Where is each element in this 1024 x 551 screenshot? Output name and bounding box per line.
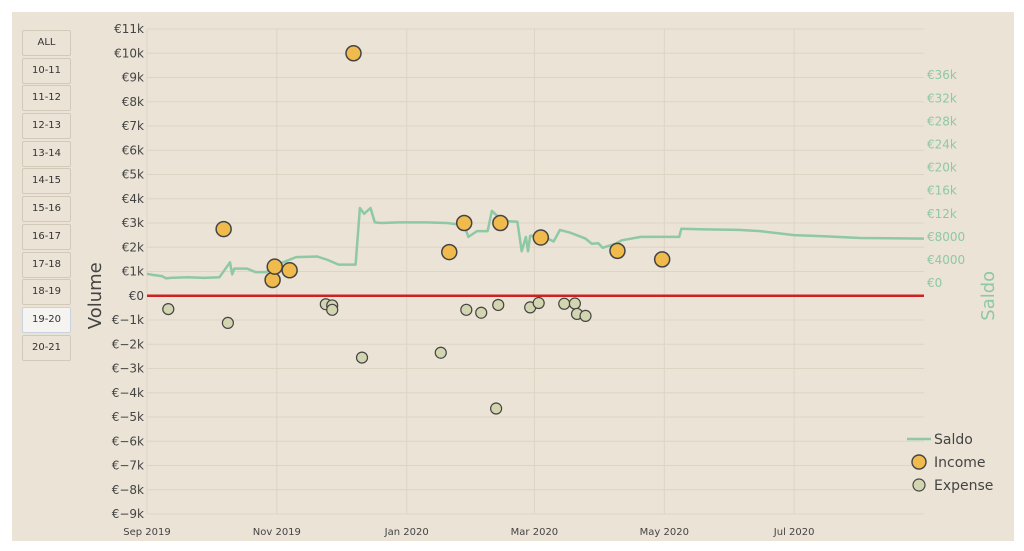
range-button-17-18[interactable]: 17-18	[22, 251, 71, 278]
y2-tick-label: €12k	[927, 207, 957, 221]
income-points	[215, 45, 671, 289]
y2-tick-label: €36k	[927, 68, 957, 82]
expense-point	[221, 316, 234, 330]
y-tick-label: €−2k	[112, 337, 144, 351]
expense-points	[162, 296, 592, 415]
range-button-18-19[interactable]: 18-19	[22, 279, 71, 306]
y-tick-label: €−1k	[112, 313, 144, 327]
x-tick-label: Jan 2020	[384, 527, 429, 538]
income-point	[345, 45, 362, 62]
y-tick-label: €11k	[114, 22, 144, 36]
income-point	[441, 243, 458, 261]
saldo-line	[146, 206, 925, 280]
income-point	[653, 251, 671, 268]
range-button-20-21[interactable]: 20-21	[22, 334, 71, 361]
income-point	[215, 220, 232, 238]
x-tick-label: Mar 2020	[511, 527, 559, 538]
y-tick-label: €8k	[122, 95, 144, 109]
y2-tick-label: €20k	[927, 161, 957, 175]
y2-tick-label: €24k	[927, 137, 957, 151]
y-tick-label: €6k	[122, 143, 144, 157]
range-button-13-14[interactable]: 13-14	[22, 140, 71, 167]
y-tick-label: €−9k	[112, 507, 144, 521]
legend-saldo-label: Saldo	[934, 432, 973, 448]
range-button-all[interactable]: ALL	[22, 30, 71, 56]
expense-point	[490, 402, 503, 415]
range-button-12-13[interactable]: 12-13	[22, 113, 71, 140]
expense-point	[434, 346, 447, 359]
income-point	[492, 214, 509, 232]
y-tick-label: €−3k	[112, 362, 144, 376]
expense-point	[475, 306, 488, 319]
y-tick-label: €5k	[122, 168, 144, 182]
legend-income-label: Income	[934, 455, 986, 471]
legend-expense-label: Expense	[934, 478, 993, 494]
range-button-19-20[interactable]: 19-20	[22, 306, 71, 333]
expense-point	[492, 298, 505, 312]
range-button-10-11[interactable]: 10-11	[22, 57, 71, 84]
expense-point	[568, 297, 581, 310]
income-point	[455, 214, 473, 232]
income-point	[266, 258, 283, 275]
legend-expense-swatch	[912, 478, 926, 492]
range-selector: ALL 10-11 11-12 12-13 13-14 14-15 15-16 …	[22, 30, 71, 362]
y2-tick-label: €16k	[927, 184, 957, 198]
expense-point	[460, 303, 473, 316]
y-tick-label: €10k	[114, 46, 144, 60]
y-tick-label: €9k	[122, 71, 144, 85]
y2-tick-label: €28k	[927, 114, 957, 128]
y-tick-label: €0	[129, 289, 144, 303]
income-point	[281, 262, 298, 279]
x-tick-label: Jul 2020	[773, 527, 815, 538]
legend-income-swatch	[911, 454, 927, 470]
y-tick-label: €3k	[122, 216, 144, 230]
y-tick-label: €−6k	[112, 434, 144, 448]
income-point	[532, 229, 550, 246]
y2-tick-label: €32k	[927, 91, 957, 105]
y-tick-label: €−4k	[112, 386, 144, 400]
expense-point	[558, 297, 571, 310]
y-tick-label: €1k	[122, 265, 144, 279]
expense-point	[532, 296, 545, 310]
y-axis-title: Volume	[85, 262, 106, 329]
expense-point	[579, 309, 592, 322]
y-tick-label: €7k	[122, 119, 144, 133]
expense-point	[162, 302, 175, 316]
y2-tick-label: €4000	[927, 253, 965, 267]
y2-tick-label: €8000	[927, 230, 965, 244]
income-point	[609, 242, 626, 260]
y-tick-label: €4k	[122, 192, 144, 206]
range-button-16-17[interactable]: 16-17	[22, 223, 71, 250]
y-tick-label: €−5k	[112, 410, 144, 424]
x-tick-label: May 2020	[640, 527, 689, 538]
range-button-15-16[interactable]: 15-16	[22, 196, 71, 223]
expense-point	[355, 351, 369, 364]
y-tick-label: €−7k	[112, 459, 144, 473]
legend: Saldo Income Expense	[907, 432, 993, 494]
y-tick-label: €2k	[122, 240, 144, 254]
y-tick-label: €−8k	[112, 483, 144, 497]
income-point	[264, 271, 281, 289]
y2-tick-label: €0	[927, 276, 942, 290]
expense-point	[326, 303, 339, 316]
x-tick-label: Nov 2019	[253, 527, 301, 538]
x-tick-label: Sep 2019	[123, 527, 170, 538]
range-button-14-15[interactable]: 14-15	[22, 168, 71, 195]
range-button-11-12[interactable]: 11-12	[22, 85, 71, 112]
y2-axis-title: Saldo	[978, 271, 999, 321]
